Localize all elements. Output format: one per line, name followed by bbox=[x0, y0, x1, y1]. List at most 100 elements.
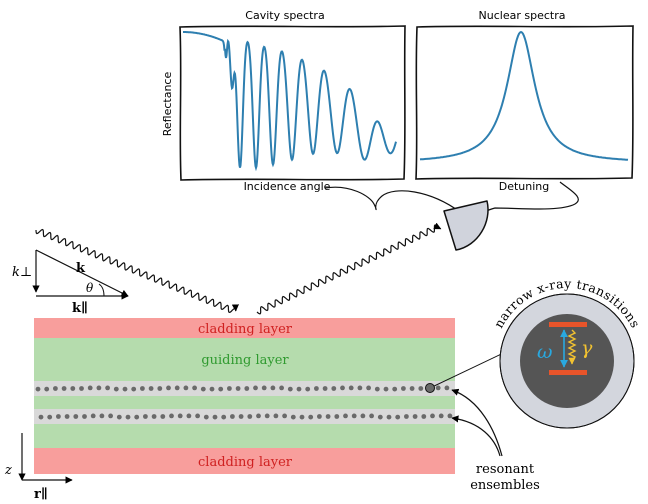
nucleus-dot bbox=[299, 414, 305, 420]
nucleus-dot bbox=[192, 385, 198, 391]
nucleus-dot bbox=[235, 386, 241, 391]
nucleus-dot bbox=[113, 386, 119, 392]
bottom-cladding-layer bbox=[34, 448, 455, 474]
nucleus-dot bbox=[143, 414, 148, 419]
detector-icon bbox=[443, 200, 489, 251]
nucleus-dot bbox=[82, 414, 87, 419]
nucleus-dot bbox=[395, 414, 401, 420]
outgoing-xray-wave bbox=[256, 222, 442, 315]
nucleus-dot bbox=[131, 386, 137, 392]
ground-level bbox=[549, 370, 587, 375]
nucleus-dot bbox=[108, 413, 113, 419]
nucleus-dot bbox=[157, 386, 163, 391]
nucleus-dot bbox=[331, 386, 337, 391]
k-perp-label: k⊥ bbox=[12, 265, 32, 280]
nucleus-dot bbox=[64, 414, 70, 419]
nucleus-dot bbox=[96, 385, 102, 391]
bottom-cladding-label: cladding layer bbox=[198, 455, 293, 470]
detuning-label: Detuning bbox=[499, 180, 550, 193]
nucleus-dot bbox=[366, 385, 371, 391]
detector-cable-left bbox=[324, 186, 461, 213]
nucleus-dot bbox=[125, 414, 131, 420]
nucleus-dot bbox=[87, 385, 93, 391]
ensemble-pointer-upper bbox=[451, 388, 503, 457]
nucleus-dot bbox=[174, 385, 180, 391]
nucleus-dot bbox=[105, 385, 110, 391]
nucleus-dot bbox=[47, 414, 53, 420]
nucleus-dot bbox=[334, 414, 340, 419]
ensemble-band-lower bbox=[34, 409, 455, 424]
gamma-label: γ bbox=[581, 337, 593, 359]
k-parallel-label: k∥ bbox=[72, 301, 88, 316]
resonant-nuclei-row-upper bbox=[35, 385, 450, 392]
nucleus-dot bbox=[340, 385, 345, 391]
nucleus-dot bbox=[212, 414, 218, 420]
gamma-decay-wave bbox=[567, 329, 577, 365]
nucleus-dot bbox=[444, 385, 450, 391]
cavity-reflectance-curve bbox=[183, 31, 397, 172]
nucleus-dot bbox=[261, 385, 267, 391]
nucleus-dot bbox=[79, 386, 84, 391]
nucleus-dot bbox=[44, 386, 50, 392]
nucleus-dot bbox=[183, 385, 189, 391]
nucleus-dot bbox=[256, 413, 261, 419]
nucleus-dot bbox=[209, 386, 215, 392]
nucleus-dot bbox=[386, 414, 392, 420]
nucleus-dot bbox=[238, 414, 244, 419]
waveguide-stack: cladding layer guiding layer cladding la… bbox=[34, 318, 455, 474]
incoming-xray-wave bbox=[35, 228, 239, 314]
nucleus-dot bbox=[203, 414, 209, 420]
nucleus-dot bbox=[317, 414, 322, 419]
nucleus-dot bbox=[421, 414, 427, 419]
detector-group bbox=[324, 181, 579, 251]
nucleus-dot bbox=[404, 414, 409, 419]
nucleus-dot bbox=[322, 386, 328, 391]
zoom-source-dot bbox=[425, 383, 435, 393]
nucleus-dot bbox=[290, 414, 296, 420]
top-cladding-label: cladding layer bbox=[198, 322, 293, 337]
nucleus-dot bbox=[186, 413, 192, 419]
nucleus-dot bbox=[343, 413, 348, 419]
nucleus-dot bbox=[409, 386, 415, 391]
r-parallel-axis-label: r∥ bbox=[34, 487, 48, 502]
nucleus-dot bbox=[134, 414, 140, 420]
wavevector-triangle: k⊥ k θ k∥ bbox=[12, 249, 129, 316]
resonant-ensembles-annotation: resonant ensembles bbox=[451, 388, 540, 493]
nucleus-dot bbox=[369, 413, 374, 419]
nucleus-dot bbox=[151, 414, 157, 419]
nucleus-dot bbox=[412, 414, 418, 419]
nucleus-dot bbox=[305, 386, 311, 392]
nucleus-dot bbox=[360, 413, 366, 419]
nucleus-dot bbox=[287, 386, 293, 392]
nucleus-dot bbox=[122, 386, 128, 392]
nucleus-dot bbox=[447, 413, 453, 419]
nucleus-dot bbox=[279, 385, 284, 391]
nucleus-dot bbox=[270, 385, 276, 391]
nucleus-dot bbox=[401, 386, 406, 391]
nucleus-dot bbox=[264, 413, 270, 419]
transition-inset: ω γ narrow x-ray transitions bbox=[425, 276, 643, 429]
nucleus-dot bbox=[374, 386, 380, 392]
nuclear-spectra-panel: Nuclear spectra Detuning bbox=[415, 9, 634, 193]
coordinate-axes: z r∥ bbox=[4, 433, 73, 502]
nucleus-dot bbox=[70, 386, 76, 391]
resonant-nuclei-row-lower bbox=[38, 413, 453, 420]
incidence-angle-label: Incidence angle bbox=[244, 180, 331, 193]
nucleus-dot bbox=[282, 413, 287, 419]
nucleus-dot bbox=[200, 386, 206, 392]
nucleus-dot bbox=[35, 386, 41, 392]
nucleus-dot bbox=[169, 413, 174, 419]
nucleus-dot bbox=[56, 414, 61, 419]
nuclear-frame bbox=[415, 25, 634, 180]
k-label: k bbox=[76, 261, 86, 276]
theta-arc bbox=[98, 283, 105, 297]
cavity-frame bbox=[179, 25, 406, 181]
nuclear-lorentzian-curve bbox=[419, 30, 629, 161]
excited-level bbox=[549, 322, 587, 327]
z-axis-label: z bbox=[4, 463, 12, 478]
nucleus-dot bbox=[430, 413, 435, 419]
nucleus-dot bbox=[351, 413, 357, 419]
nucleus-dot bbox=[253, 385, 258, 391]
nucleus-dot bbox=[99, 413, 105, 419]
